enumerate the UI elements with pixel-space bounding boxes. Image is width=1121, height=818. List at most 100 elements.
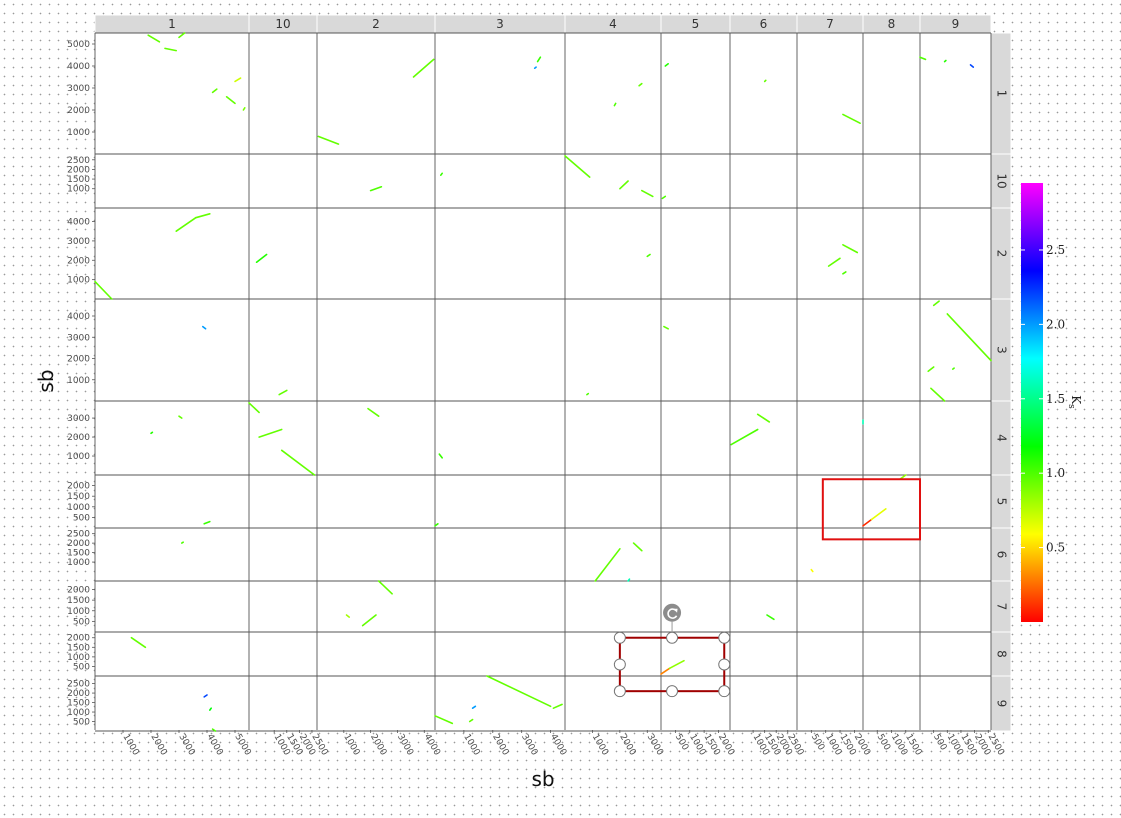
synteny-segment xyxy=(627,578,631,582)
y-tick-label: 500 xyxy=(73,662,90,672)
x-tick-label: 500 xyxy=(931,733,948,753)
synteny-segment xyxy=(175,216,197,232)
synteny-segment xyxy=(178,415,183,419)
synteny-segment xyxy=(586,392,590,396)
synteny-segment xyxy=(369,186,383,192)
x-tick-label: 3000 xyxy=(176,733,196,758)
y-tick-label: 3000 xyxy=(67,333,90,343)
row-strip-8: 8 xyxy=(990,631,1012,677)
synteny-segment xyxy=(842,113,861,124)
resize-handle[interactable] xyxy=(666,685,679,698)
column-strip-label: 6 xyxy=(760,17,768,31)
y-tick-label: 1500 xyxy=(67,699,90,709)
synteny-segment xyxy=(564,155,591,178)
y-tick-label: 2000 xyxy=(67,355,90,365)
synteny-segment xyxy=(209,707,212,711)
synteny-segment xyxy=(317,135,340,145)
synteny-segment xyxy=(280,449,316,476)
row-strip-label: 9 xyxy=(995,700,1009,708)
y-tick-label: 2000 xyxy=(67,106,90,116)
resize-handle[interactable] xyxy=(718,631,731,644)
y-tick-label: 2000 xyxy=(67,482,90,492)
synteny-segment xyxy=(766,614,775,621)
x-tick-label: 3000 xyxy=(519,733,539,758)
synteny-segment xyxy=(663,325,670,330)
column-strip-label: 8 xyxy=(888,17,896,31)
synteny-segment xyxy=(278,389,288,396)
x-tick-label: 2000 xyxy=(368,733,388,758)
column-strip-label: 10 xyxy=(275,17,290,31)
synteny-segment xyxy=(870,508,887,521)
resize-handle[interactable] xyxy=(718,658,731,671)
y-tick-label: 2000 xyxy=(67,433,90,443)
synteny-segment xyxy=(862,518,873,527)
resize-handle[interactable] xyxy=(666,631,679,644)
synteny-segment xyxy=(536,56,542,63)
synteny-segment xyxy=(946,313,992,362)
synteny-segment xyxy=(242,107,246,111)
highlight-rectangle[interactable] xyxy=(821,478,922,541)
x-tick-label: 500 xyxy=(875,733,892,753)
row-strip-5: 5 xyxy=(990,474,1012,529)
y-tick-label: 2000 xyxy=(67,634,90,644)
synteny-segment xyxy=(638,82,643,87)
column-strip-7: 7 xyxy=(796,14,864,34)
y-tick-label: 1500 xyxy=(67,492,90,502)
synteny-segment xyxy=(756,413,771,423)
row-strip-4: 4 xyxy=(990,400,1012,476)
synteny-segment xyxy=(211,88,218,94)
y-tick-label: 1500 xyxy=(67,596,90,606)
resize-handle[interactable] xyxy=(718,685,731,698)
synteny-segment xyxy=(471,705,477,710)
column-strip-label: 9 xyxy=(952,17,960,31)
x-tick-label: 4000 xyxy=(548,733,568,758)
synteny-segment xyxy=(486,675,552,708)
synteny-segment xyxy=(438,453,444,459)
y-tick-label: 1000 xyxy=(67,708,90,718)
synteny-segment xyxy=(646,253,651,258)
x-tick-label: 2000 xyxy=(617,733,637,758)
column-strip-label: 7 xyxy=(826,17,834,31)
row-strip-label: 1 xyxy=(995,90,1009,98)
synteny-segment xyxy=(94,280,113,300)
y-tick-label: 1000 xyxy=(67,607,90,617)
column-strip-label: 3 xyxy=(496,17,504,31)
synteny-segment xyxy=(943,59,947,63)
synteny-segment xyxy=(594,547,621,582)
synteny-segment xyxy=(181,541,184,544)
synteny-segment xyxy=(664,62,670,67)
column-strip-8: 8 xyxy=(862,14,921,34)
synteny-segment xyxy=(951,367,955,370)
column-strip-label: 1 xyxy=(168,17,176,31)
y-tick-label: 2000 xyxy=(67,586,90,596)
row-strip-3: 3 xyxy=(990,298,1012,402)
synteny-segment xyxy=(763,79,767,83)
column-strip-label: 2 xyxy=(372,17,380,31)
resize-handle[interactable] xyxy=(613,685,626,698)
x-tick-label: 2000 xyxy=(490,733,510,758)
y-tick-label: 1500 xyxy=(67,549,90,559)
synteny-segment xyxy=(202,325,207,330)
y-tick-label: 500 xyxy=(73,513,90,523)
x-tick-label: 4000 xyxy=(422,733,442,758)
x-tick-label: 4000 xyxy=(204,733,224,758)
synteny-segment xyxy=(203,520,211,525)
synteny-segment xyxy=(130,636,147,649)
y-tick-label: 500 xyxy=(73,718,90,728)
column-strip-2: 2 xyxy=(316,14,436,34)
rotate-handle-icon[interactable] xyxy=(663,603,682,622)
y-tick-label: 2000 xyxy=(67,689,90,699)
row-strip-1: 1 xyxy=(990,32,1012,155)
row-strip-label: 3 xyxy=(995,346,1009,354)
y-tick-label: 1000 xyxy=(67,128,90,138)
resize-handle[interactable] xyxy=(613,658,626,671)
x-tick-label: 1000 xyxy=(461,733,481,758)
colorbar xyxy=(1021,183,1043,622)
resize-handle[interactable] xyxy=(613,631,626,644)
row-strip-7: 7 xyxy=(990,580,1012,633)
row-strip-label: 7 xyxy=(995,603,1009,611)
synteny-segment xyxy=(211,728,217,732)
y-tick-label: 5000 xyxy=(67,40,90,50)
selected-shape[interactable] xyxy=(613,603,731,698)
colorbar-tick-label: 0.5 xyxy=(1046,541,1065,555)
